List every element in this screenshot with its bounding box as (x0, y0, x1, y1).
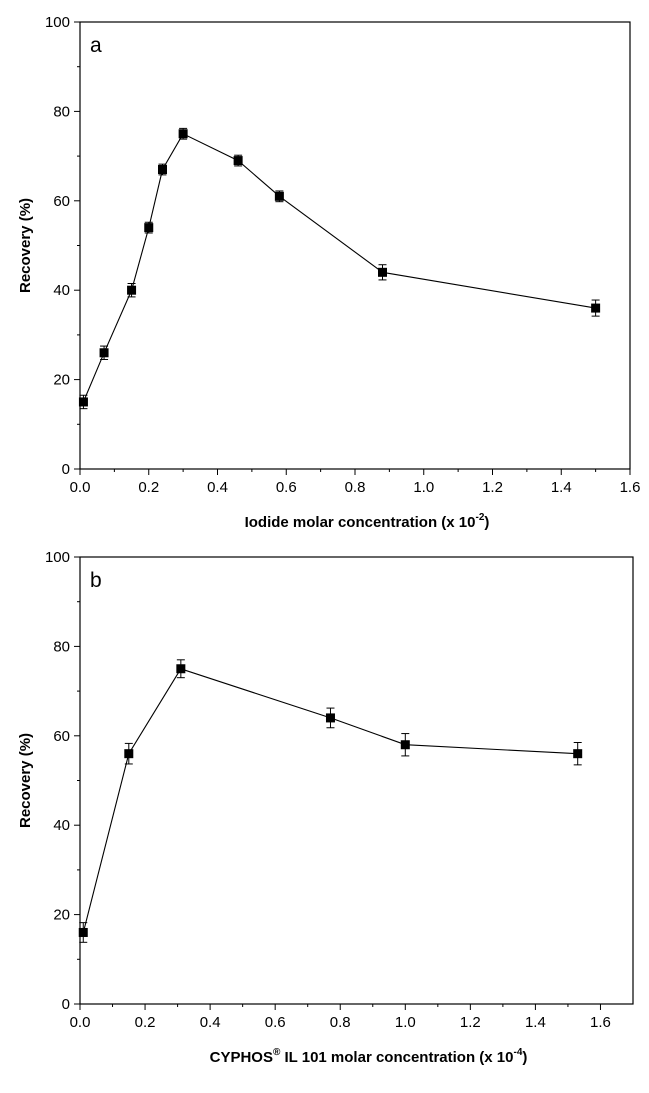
data-point (176, 664, 186, 674)
data-point (178, 129, 188, 139)
x-tick-label: 1.0 (413, 479, 434, 496)
series-line (82, 133, 596, 403)
y-tick-label: 20 (53, 907, 70, 924)
x-tick-label: 0.6 (276, 479, 297, 496)
x-tick-label: 0.0 (70, 1014, 91, 1031)
x-tick-label: 0.8 (330, 1014, 351, 1031)
x-axis-title-end: ) (484, 514, 489, 531)
y-tick-label: 40 (53, 282, 70, 299)
data-point (378, 267, 387, 277)
panel-label: b (90, 569, 102, 592)
chart-panel-b: 0.0 0.2 0.4 0.6 0.8 1.0 1.2 1.4 1.6 0 20 40 60 80 100 b… (17, 549, 634, 1066)
x-tick-label: 1.2 (460, 1014, 481, 1031)
x-tick-label: 1.0 (395, 1014, 416, 1031)
x-tick-label: 0.4 (200, 1014, 221, 1031)
data-point (400, 740, 410, 750)
data-point (158, 165, 167, 175)
y-axis-title: Recovery (%) (17, 733, 34, 828)
x-axis-title-registered: ® (273, 1047, 281, 1058)
y-tick-label: 60 (53, 728, 70, 745)
data-point (78, 397, 88, 407)
data-point (99, 348, 109, 358)
data-point (78, 927, 88, 937)
data-point (573, 749, 583, 759)
plot-frame (79, 556, 634, 1005)
x-tick-label: 1.2 (482, 479, 503, 496)
series-line (82, 668, 578, 933)
y-tick-label: 20 (53, 372, 70, 389)
x-tick-label: 1.4 (525, 1014, 546, 1031)
x-tick-label: 1.6 (590, 1014, 611, 1031)
data-point (127, 285, 137, 295)
x-tick-label: 0.2 (135, 1014, 156, 1031)
x-axis-title-text: CYPHOS (210, 1049, 273, 1066)
x-tick-label: 1.4 (551, 479, 572, 496)
x-tick-label: 0.0 (70, 479, 91, 496)
data-point (144, 223, 154, 233)
plot-frame (79, 21, 631, 470)
data-point (233, 156, 243, 166)
y-tick-label: 0 (62, 461, 70, 478)
x-axis-title-exponent: -2 (475, 512, 484, 523)
data-point (274, 191, 284, 201)
x-axis-title-middle: IL 101 molar concentration (x 10 (280, 1049, 513, 1066)
y-tick-label: 80 (53, 103, 70, 120)
x-axis-title: Iodide molar concentration (x 10-2) (245, 512, 490, 531)
y-tick-label: 40 (53, 817, 70, 834)
y-axis-title: Recovery (%) (17, 198, 34, 293)
chart-panel-a: 0.0 0.2 0.4 0.6 0.8 1.0 1.2 1.4 1.6 0 20 40 60 80 100 a… (17, 14, 640, 531)
x-axis-title-end: ) (522, 1049, 527, 1066)
x-tick-label: 0.8 (345, 479, 366, 496)
data-point (325, 713, 335, 723)
x-axis-title-text: Iodide molar concentration (x 10 (245, 514, 476, 531)
x-tick-label: 0.2 (138, 479, 159, 496)
x-tick-label: 0.4 (207, 479, 228, 496)
y-tick-label: 0 (62, 996, 70, 1013)
data-point (124, 749, 134, 759)
panel-label: a (90, 34, 102, 57)
y-tick-label: 60 (53, 193, 70, 210)
y-tick-label: 100 (45, 14, 70, 31)
x-axis-title-exponent: -4 (513, 1047, 522, 1058)
x-tick-label: 1.6 (620, 479, 641, 496)
x-axis-title: CYPHOS® IL 101 molar concentration (x 10… (210, 1047, 528, 1066)
y-tick-label: 80 (53, 638, 70, 655)
x-tick-label: 0.6 (265, 1014, 286, 1031)
data-point (591, 303, 601, 313)
y-tick-label: 100 (45, 549, 70, 566)
